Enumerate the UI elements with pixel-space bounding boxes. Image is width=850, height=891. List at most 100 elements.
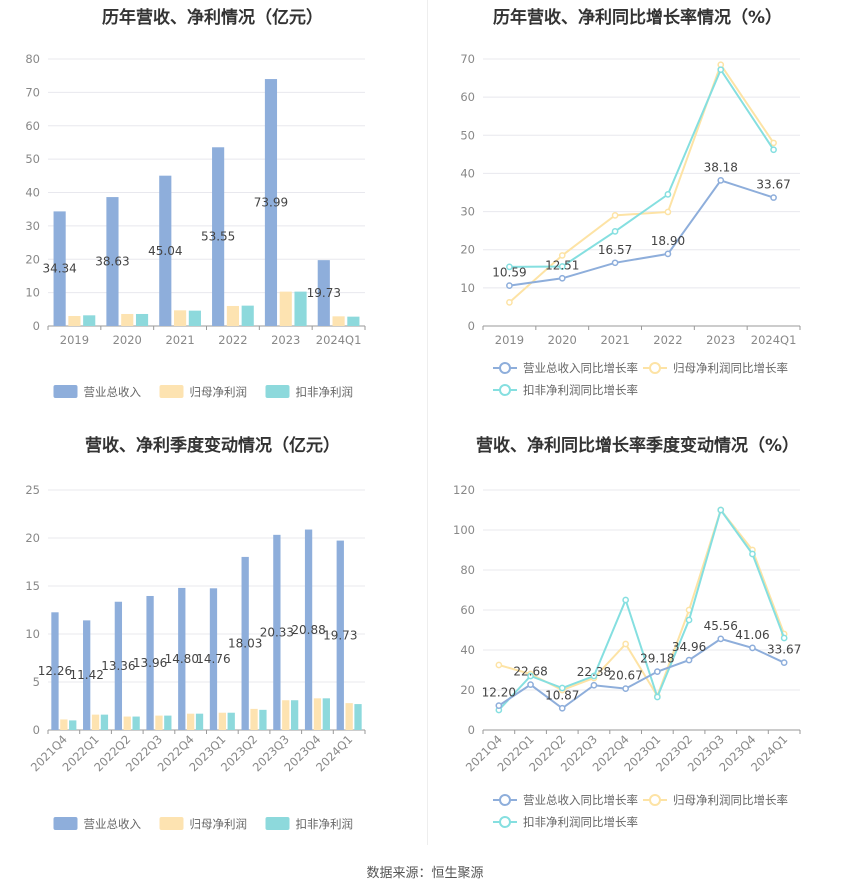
bar-deducted-profit	[100, 714, 109, 730]
data-point	[506, 263, 513, 271]
y-tick-label: 10	[25, 286, 40, 300]
y-tick-label: 0	[33, 319, 40, 333]
series-line	[509, 179, 774, 287]
data-label: 22.68	[513, 665, 547, 679]
bar-net-profit	[279, 291, 292, 326]
data-label: 12.20	[482, 686, 516, 700]
data-label: 11.42	[69, 668, 103, 682]
legend-marker	[649, 794, 661, 806]
bar-deducted-profit	[227, 712, 235, 730]
data-label: 14.76	[196, 652, 230, 666]
bar-net-profit	[123, 716, 131, 730]
y-tick-label: 0	[468, 723, 475, 737]
y-tick-label: 10	[460, 281, 475, 295]
bar-revenue	[264, 79, 278, 326]
bar-revenue	[212, 147, 225, 326]
data-point	[717, 66, 725, 74]
data-point	[622, 685, 629, 693]
chart-canvas: 05101520252021Q42022Q12022Q22022Q32022Q4…	[25, 483, 366, 831]
chart-title: 历年营收、净利情况（亿元）	[102, 8, 323, 28]
y-tick-label: 70	[460, 52, 475, 66]
bar-deducted-profit	[164, 715, 172, 730]
chart-canvas: 0204060801001202021Q42022Q12022Q22022Q32…	[453, 483, 801, 829]
bar-revenue	[114, 601, 123, 730]
x-tick-label: 2020	[113, 333, 142, 347]
bar-deducted-profit	[195, 713, 204, 730]
bar-deducted-profit	[290, 700, 299, 730]
legend-swatch	[159, 817, 184, 830]
annual-growth-rate-chart: 历年营收、净利同比增长率情况（%） 0 10 20 30 40 50 60 70 2019 202…	[425, 0, 850, 425]
data-label: 38.18	[704, 160, 738, 174]
y-tick-label: 50	[25, 152, 40, 166]
y-tick-label: 40	[460, 643, 475, 657]
bar-deducted-profit	[354, 704, 362, 730]
chart-title: 营收、净利同比增长率季度变动情况（%）	[475, 436, 800, 456]
y-tick-label: 20	[25, 531, 40, 545]
data-label: 14.80	[165, 652, 199, 666]
data-point	[685, 656, 693, 664]
x-tick-label: 2023	[706, 333, 735, 347]
data-point	[611, 228, 619, 235]
data-label: 20.33	[260, 625, 294, 639]
bar-net-profit	[345, 703, 353, 730]
y-tick-label: 40	[25, 186, 40, 200]
legend-swatch	[53, 817, 78, 830]
chart-canvas: 0 10 20 30 40 50 60 70 80 2019 2020 2021 2022 2023 202…	[25, 52, 366, 399]
legend-label: 归母净利润	[190, 817, 248, 831]
data-label: 10.59	[492, 266, 526, 280]
y-tick-label: 30	[25, 219, 40, 233]
x-tick-label: 2023	[271, 333, 300, 347]
data-label: 34.34	[42, 262, 76, 276]
x-tick-label: 2020	[548, 333, 577, 347]
bar-deducted-profit	[241, 305, 254, 326]
bar-deducted-profit	[347, 316, 360, 326]
chart-canvas: 0 10 20 30 40 50 60 70 2019 2020 2021 2022 2023 2024Q…	[460, 52, 801, 397]
data-point	[622, 640, 629, 648]
bar-revenue	[304, 529, 313, 730]
bar-net-profit	[174, 310, 187, 326]
data-point	[622, 596, 629, 604]
data-point	[770, 146, 777, 154]
data-label: 10.87	[545, 688, 579, 702]
y-tick-label: 10	[25, 627, 40, 641]
bar-net-profit	[121, 313, 134, 326]
legend-marker	[499, 384, 511, 396]
data-point	[685, 616, 693, 624]
bar-net-profit	[313, 698, 322, 730]
data-point	[590, 672, 598, 680]
y-tick-label: 15	[25, 579, 40, 593]
data-label: 18.03	[228, 636, 262, 650]
series-line	[509, 67, 775, 268]
data-label: 22.38	[577, 665, 611, 679]
data-point	[717, 506, 725, 514]
bar-net-profit	[250, 708, 258, 730]
legend-swatch	[53, 385, 78, 398]
bar-net-profit	[226, 305, 239, 326]
data-label: 33.67	[767, 643, 801, 657]
data-label: 16.57	[598, 243, 632, 257]
data-label: 45.04	[148, 244, 182, 258]
legend-label: 归母净利润同比增长率	[673, 361, 788, 375]
bar-series-group	[53, 79, 360, 326]
data-point	[558, 704, 566, 712]
legend-label: 扣非净利润	[296, 817, 354, 831]
y-tick-label: 30	[460, 205, 475, 219]
y-tick-label: 50	[460, 128, 475, 142]
quarterly-revenue-profit-chart: 营收、净利季度变动情况（亿元） 0 5 10 15 20 25 2021Q4 2022Q1 20…	[0, 428, 425, 853]
data-label: 41.06	[735, 628, 769, 642]
data-point	[558, 274, 566, 282]
y-tick-label: 20	[25, 252, 40, 266]
data-point	[558, 263, 566, 270]
x-tick-label: 2021	[165, 333, 194, 347]
bar-deducted-profit	[132, 716, 140, 730]
bar-deducted-profit	[83, 315, 96, 326]
bar-revenue	[146, 595, 154, 730]
x-tick-label: 2019	[60, 333, 89, 347]
annual-revenue-profit-chart: 历年营收、净利情况（亿元） 0 10 20 30 40 50 60 70 80 2019 2020 2…	[0, 0, 425, 425]
panel-divider	[427, 0, 428, 845]
chart-title: 历年营收、净利同比增长率情况（%）	[492, 8, 783, 28]
y-tick-label: 0	[33, 723, 40, 737]
bar-net-profit	[91, 714, 100, 730]
y-tick-label: 40	[460, 166, 475, 180]
data-label: 20.67	[608, 669, 642, 683]
